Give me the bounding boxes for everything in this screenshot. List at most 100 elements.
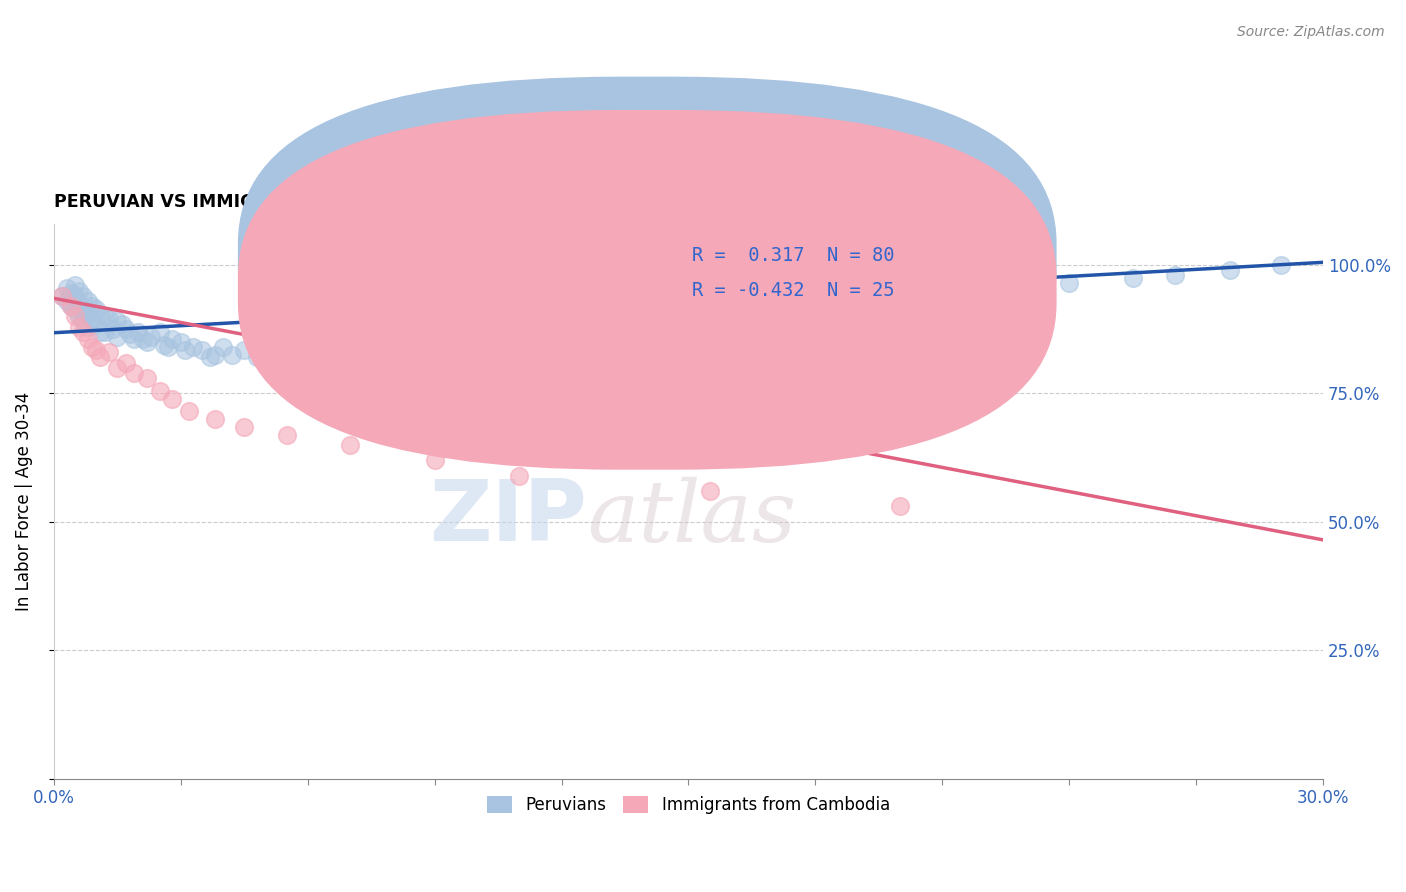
Point xyxy=(55,281,77,295)
Point xyxy=(67,310,90,324)
Point xyxy=(1270,258,1292,272)
Point xyxy=(72,304,94,318)
Point xyxy=(72,325,94,339)
Point xyxy=(67,296,90,310)
Point xyxy=(762,293,785,308)
Point xyxy=(254,340,277,354)
Point xyxy=(127,325,149,339)
FancyBboxPatch shape xyxy=(238,77,1056,436)
Point xyxy=(529,322,551,336)
Point xyxy=(233,419,256,434)
Y-axis label: In Labor Force | Age 30-34: In Labor Force | Age 30-34 xyxy=(15,392,32,611)
Point xyxy=(59,286,82,301)
Point xyxy=(183,340,205,354)
Point xyxy=(80,340,103,354)
Point xyxy=(122,333,145,347)
Point xyxy=(162,333,184,347)
Point xyxy=(51,289,73,303)
Point xyxy=(678,304,700,318)
Point xyxy=(276,345,298,359)
Point xyxy=(76,293,98,308)
Text: PERUVIAN VS IMMIGRANTS FROM CAMBODIA IN LABOR FORCE | AGE 30-34 CORRELATION CHAR: PERUVIAN VS IMMIGRANTS FROM CAMBODIA IN … xyxy=(53,193,1000,211)
Point xyxy=(72,314,94,328)
Text: atlas: atlas xyxy=(586,476,796,559)
Point xyxy=(84,317,107,331)
Point xyxy=(93,325,115,339)
Point xyxy=(994,278,1017,293)
Point xyxy=(204,348,226,362)
Point xyxy=(114,322,136,336)
Point xyxy=(89,307,111,321)
Point xyxy=(59,299,82,313)
Point xyxy=(153,337,176,351)
Point xyxy=(276,427,298,442)
Point xyxy=(97,345,120,359)
Point xyxy=(212,340,235,354)
Point xyxy=(233,343,256,357)
Point xyxy=(63,289,86,303)
Point xyxy=(93,310,115,324)
Point xyxy=(931,284,953,298)
Point xyxy=(89,351,111,365)
Point xyxy=(105,360,128,375)
Point xyxy=(63,310,86,324)
Point xyxy=(402,325,425,339)
Legend: Peruvians, Immigrants from Cambodia: Peruvians, Immigrants from Cambodia xyxy=(481,789,897,821)
Point xyxy=(157,340,180,354)
Point xyxy=(76,319,98,334)
Text: R =  0.317  N = 80: R = 0.317 N = 80 xyxy=(692,246,894,265)
Point xyxy=(110,317,132,331)
Point xyxy=(89,325,111,339)
Point xyxy=(135,371,157,385)
Point xyxy=(63,301,86,316)
Point xyxy=(179,404,201,418)
Point xyxy=(84,343,107,357)
Point xyxy=(114,355,136,369)
Point xyxy=(141,330,163,344)
Point xyxy=(80,311,103,326)
Point xyxy=(1122,270,1144,285)
Point xyxy=(149,325,172,339)
FancyBboxPatch shape xyxy=(238,110,1056,470)
Point xyxy=(67,319,90,334)
Point xyxy=(804,291,827,305)
Text: ZIP: ZIP xyxy=(429,476,586,559)
Point xyxy=(122,366,145,380)
Point xyxy=(614,317,637,331)
Point xyxy=(131,333,153,347)
Point xyxy=(508,468,530,483)
Point xyxy=(51,289,73,303)
Point xyxy=(444,327,467,342)
Point xyxy=(118,327,141,342)
Point xyxy=(1219,263,1241,277)
Point xyxy=(135,334,157,349)
Point xyxy=(339,340,361,354)
Point xyxy=(465,325,488,339)
Point xyxy=(174,343,197,357)
Point xyxy=(149,384,172,398)
Point xyxy=(381,330,404,344)
Point xyxy=(63,278,86,293)
Text: R = -0.432  N = 25: R = -0.432 N = 25 xyxy=(692,281,894,300)
Point xyxy=(360,334,382,349)
Point xyxy=(67,284,90,298)
Point xyxy=(59,299,82,313)
Point xyxy=(1164,268,1187,282)
Point xyxy=(80,299,103,313)
Point xyxy=(162,392,184,406)
Point xyxy=(221,348,243,362)
Point xyxy=(423,453,446,467)
Point xyxy=(1059,276,1081,290)
Point xyxy=(200,351,222,365)
Point xyxy=(170,334,193,349)
Point xyxy=(339,438,361,452)
FancyBboxPatch shape xyxy=(593,232,955,321)
Point xyxy=(297,334,319,349)
Point xyxy=(191,343,214,357)
Point xyxy=(76,307,98,321)
Point xyxy=(246,351,269,365)
Point xyxy=(423,333,446,347)
Point xyxy=(84,301,107,316)
Point xyxy=(592,311,614,326)
Text: Source: ZipAtlas.com: Source: ZipAtlas.com xyxy=(1237,25,1385,39)
